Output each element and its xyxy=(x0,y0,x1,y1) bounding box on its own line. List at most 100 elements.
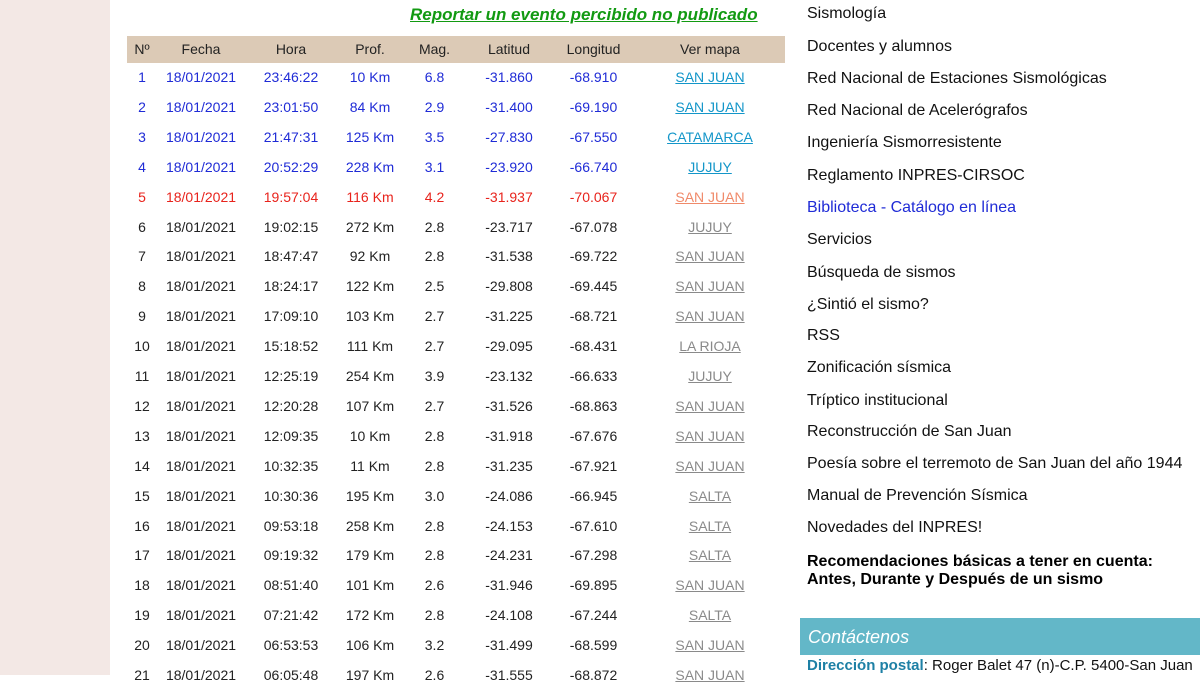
table-cell: 18/01/2021 xyxy=(165,487,237,504)
map-link[interactable]: SALTA xyxy=(688,607,732,624)
column-header: Ver mapa xyxy=(680,41,740,57)
table-cell: 2.7 xyxy=(424,338,445,355)
table-cell: -67.921 xyxy=(569,457,618,474)
column-header: Hora xyxy=(275,41,307,57)
map-link[interactable]: SAN JUAN xyxy=(675,457,745,474)
table-cell: 18/01/2021 xyxy=(165,158,237,175)
map-link[interactable]: SAN JUAN xyxy=(675,577,745,594)
sidebar-link[interactable]: Tríptico institucional xyxy=(807,392,948,409)
map-link[interactable]: SAN JUAN xyxy=(675,637,745,654)
table-cell: 5 xyxy=(138,188,146,205)
table-cell: 17 xyxy=(134,547,150,564)
map-link[interactable]: JUJUY xyxy=(688,218,732,235)
map-link[interactable]: SAN JUAN xyxy=(675,427,745,444)
table-cell: 09:53:18 xyxy=(263,517,319,534)
table-cell: -31.235 xyxy=(485,457,533,474)
sidebar-link[interactable]: Red Nacional de Estaciones Sismológicas xyxy=(807,70,1107,87)
sidebar-link[interactable]: Zonificación sísmica xyxy=(807,359,952,376)
table-cell: 101 Km xyxy=(345,577,395,594)
table-cell: -31.526 xyxy=(485,397,533,414)
map-link[interactable]: SAN JUAN xyxy=(675,397,745,414)
table-cell: -68.863 xyxy=(569,397,618,414)
table-cell: 6.8 xyxy=(424,69,445,85)
sidebar-link[interactable]: Ingeniería Sismorresistente xyxy=(807,134,1002,151)
table-cell: 21:47:31 xyxy=(263,128,319,145)
map-link[interactable]: SALTA xyxy=(688,547,732,564)
table-cell: 19 xyxy=(134,607,150,624)
sidebar-link[interactable]: Búsqueda de sismos xyxy=(807,264,956,281)
table-cell: 2.7 xyxy=(424,308,445,325)
table-cell: -67.550 xyxy=(569,128,618,145)
sidebar-link[interactable]: Red Nacional de Acelerógrafos xyxy=(807,102,1028,119)
table-cell: 125 Km xyxy=(345,128,395,145)
sidebar-link[interactable]: Servicios xyxy=(807,231,872,248)
map-link[interactable]: SAN JUAN xyxy=(675,308,745,325)
table-cell: -31.918 xyxy=(485,427,533,444)
table-cell: 18/01/2021 xyxy=(165,248,237,265)
map-link[interactable]: CATAMARCA xyxy=(667,128,753,145)
table-cell: 11 xyxy=(134,368,150,384)
map-link[interactable]: LA RIOJA xyxy=(679,338,741,355)
table-cell: 23:46:22 xyxy=(263,69,319,85)
map-link[interactable]: SAN JUAN xyxy=(675,188,745,205)
map-link[interactable]: SALTA xyxy=(688,517,732,534)
sidebar-link[interactable]: Sismología xyxy=(807,5,887,22)
column-header: Longitud xyxy=(566,41,621,57)
table-cell: 15:18:52 xyxy=(263,338,319,355)
table-cell: 18/01/2021 xyxy=(165,397,237,414)
table-cell: 20 xyxy=(134,637,150,654)
table-cell: 18:47:47 xyxy=(263,248,319,265)
table-cell: 172 Km xyxy=(345,607,395,624)
table-cell: -24.231 xyxy=(485,547,533,564)
table-cell: 2.8 xyxy=(424,248,445,265)
column-header: Mag. xyxy=(418,41,451,57)
table-cell: 12:09:35 xyxy=(263,427,319,444)
table-cell: 15 xyxy=(134,487,150,504)
sidebar-link[interactable]: Docentes y alumnos xyxy=(807,38,952,55)
map-link[interactable]: SAN JUAN xyxy=(675,667,745,683)
table-cell: 14 xyxy=(134,457,150,474)
map-link[interactable]: SAN JUAN xyxy=(675,98,745,115)
report-link[interactable]: Reportar un evento percibido no publicad… xyxy=(410,5,758,24)
map-link[interactable]: SALTA xyxy=(688,487,732,504)
table-cell: 11 Km xyxy=(350,457,390,474)
table-cell: -24.108 xyxy=(485,607,533,624)
map-link[interactable]: JUJUY xyxy=(688,368,732,384)
map-link[interactable]: SAN JUAN xyxy=(675,278,745,295)
table-cell: -66.633 xyxy=(569,368,618,384)
sidebar-link[interactable]: Manual de Prevención Sísmica xyxy=(807,487,1028,504)
recommendation[interactable]: Antes, Durante y Después de un sismo xyxy=(807,571,1104,588)
table-cell: 2.6 xyxy=(424,667,445,683)
map-link[interactable]: SAN JUAN xyxy=(675,248,745,265)
table-cell: 10 xyxy=(134,338,150,355)
table-cell: 06:53:53 xyxy=(263,637,319,654)
map-link[interactable]: JUJUY xyxy=(688,158,732,175)
table-cell: 18/01/2021 xyxy=(165,547,237,564)
table-cell: -23.920 xyxy=(485,158,533,175)
table-cell: 111 Km xyxy=(346,338,394,355)
map-link[interactable]: SAN JUAN xyxy=(675,69,745,85)
table-cell: -29.808 xyxy=(485,278,533,295)
sidebar-link[interactable]: Novedades del INPRES! xyxy=(807,519,983,536)
table-cell: 122 Km xyxy=(345,278,395,295)
table-cell: -68.721 xyxy=(569,308,618,325)
table-cell: 18/01/2021 xyxy=(165,577,237,594)
sidebar-link[interactable]: ¿Sintió el sismo? xyxy=(807,296,929,313)
table-cell: 2.8 xyxy=(424,427,445,444)
table-cell: 16 xyxy=(134,517,150,534)
table-cell: 2.8 xyxy=(424,517,445,534)
table-cell: 8 xyxy=(138,278,146,295)
sidebar-link[interactable]: RSS xyxy=(807,327,840,344)
table-cell: 107 Km xyxy=(345,397,395,414)
table-cell: 2.7 xyxy=(424,397,445,414)
table-cell: 7 xyxy=(138,248,146,265)
sidebar-link[interactable]: Biblioteca - Catálogo en línea xyxy=(807,199,1017,216)
sidebar-link[interactable]: Reconstrucción de San Juan xyxy=(807,423,1012,440)
table-cell: 18/01/2021 xyxy=(165,427,237,444)
table-cell: 18/01/2021 xyxy=(165,69,237,85)
sidebar-link[interactable]: Poesía sobre el terremoto de San Juan de… xyxy=(807,455,1183,472)
recommendation[interactable]: Recomendaciones básicas a tener en cuent… xyxy=(807,553,1153,570)
sidebar-link[interactable]: Reglamento INPRES-CIRSOC xyxy=(807,167,1025,184)
table-cell: -67.676 xyxy=(569,427,618,444)
